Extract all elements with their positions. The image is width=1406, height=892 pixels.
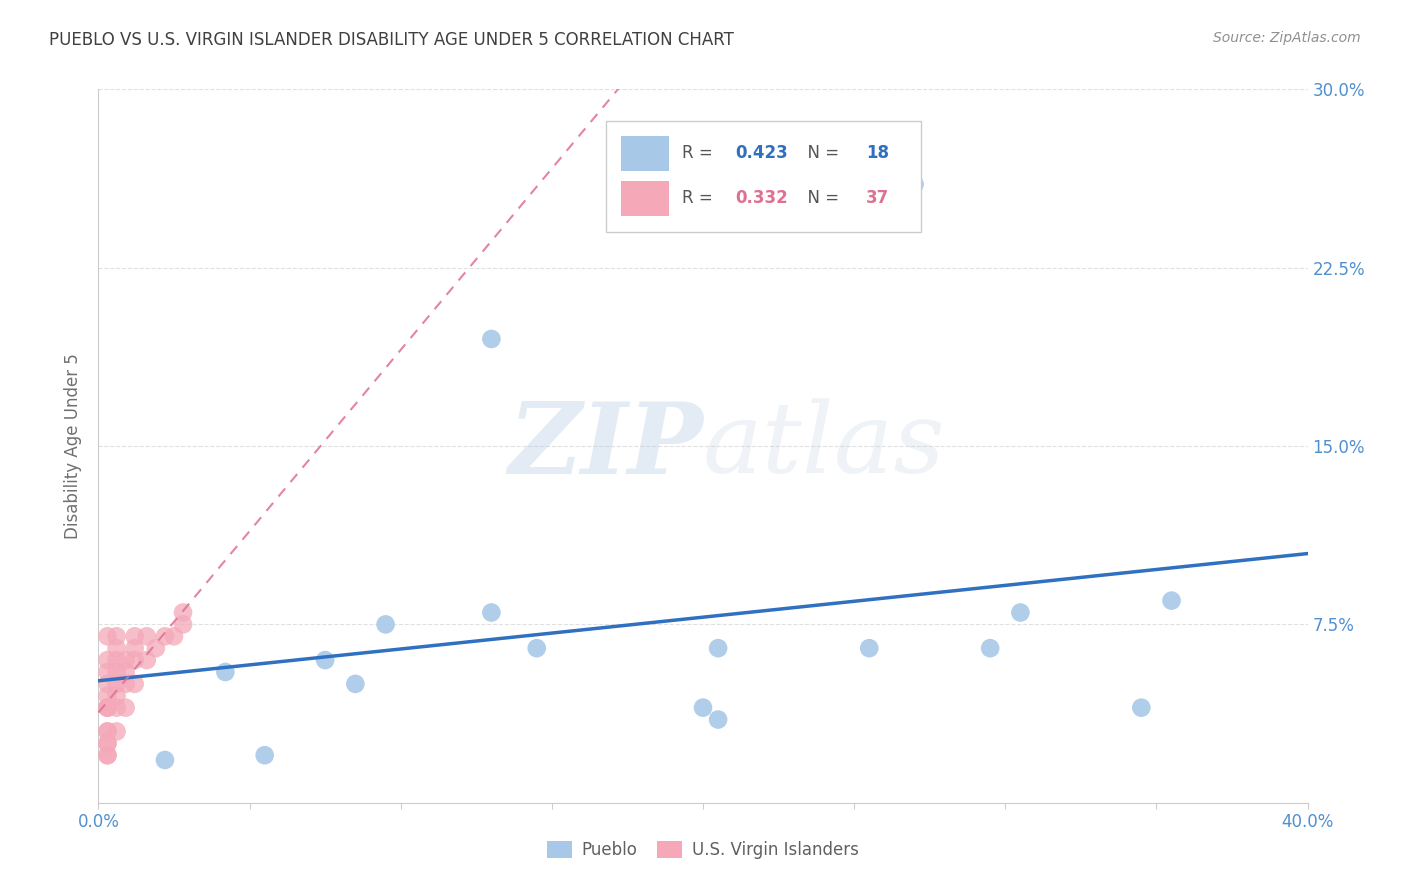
Point <box>172 617 194 632</box>
Point <box>105 629 128 643</box>
Text: 0.332: 0.332 <box>735 189 789 207</box>
Point <box>105 724 128 739</box>
Point <box>105 700 128 714</box>
Point <box>105 665 128 679</box>
Point <box>96 724 118 739</box>
Legend: Pueblo, U.S. Virgin Islanders: Pueblo, U.S. Virgin Islanders <box>540 834 866 866</box>
Point <box>1160 593 1182 607</box>
Point <box>163 629 186 643</box>
Point <box>124 629 146 643</box>
Point <box>135 629 157 643</box>
Point <box>344 677 367 691</box>
Point <box>214 665 236 679</box>
Point <box>96 689 118 703</box>
Point <box>114 677 136 691</box>
Point <box>124 641 146 656</box>
FancyBboxPatch shape <box>621 136 669 171</box>
Point <box>105 677 128 691</box>
Text: 18: 18 <box>866 145 889 162</box>
Point <box>707 713 730 727</box>
Point <box>114 700 136 714</box>
Text: ZIP: ZIP <box>508 398 703 494</box>
Point <box>105 689 128 703</box>
Text: 37: 37 <box>866 189 890 207</box>
Point <box>96 748 118 763</box>
Point <box>96 724 118 739</box>
Point <box>96 700 118 714</box>
Text: 0.423: 0.423 <box>735 145 789 162</box>
Point <box>314 653 336 667</box>
Point <box>145 641 167 656</box>
Point <box>481 332 503 346</box>
Text: Source: ZipAtlas.com: Source: ZipAtlas.com <box>1213 31 1361 45</box>
Point <box>526 641 548 656</box>
Point <box>124 677 146 691</box>
Text: N =: N = <box>797 189 845 207</box>
Point <box>96 665 118 679</box>
Point <box>114 665 136 679</box>
Text: N =: N = <box>797 145 845 162</box>
Point <box>124 653 146 667</box>
Point <box>96 736 118 750</box>
Point <box>114 653 136 667</box>
FancyBboxPatch shape <box>621 180 669 216</box>
Point <box>253 748 276 763</box>
Point <box>96 700 118 714</box>
Point <box>904 178 927 192</box>
Point <box>374 617 396 632</box>
Point <box>979 641 1001 656</box>
Point <box>105 641 128 656</box>
Point <box>481 606 503 620</box>
Point <box>96 629 118 643</box>
Point <box>1010 606 1032 620</box>
Point <box>96 700 118 714</box>
Point <box>1130 700 1153 714</box>
Point <box>135 653 157 667</box>
Point <box>692 700 714 714</box>
Text: atlas: atlas <box>703 399 946 493</box>
Point <box>96 736 118 750</box>
Point <box>858 641 880 656</box>
Text: R =: R = <box>682 189 718 207</box>
Point <box>96 653 118 667</box>
Point <box>96 748 118 763</box>
Text: PUEBLO VS U.S. VIRGIN ISLANDER DISABILITY AGE UNDER 5 CORRELATION CHART: PUEBLO VS U.S. VIRGIN ISLANDER DISABILIT… <box>49 31 734 49</box>
Point <box>153 753 176 767</box>
Point <box>105 653 128 667</box>
Point <box>96 677 118 691</box>
Point <box>172 606 194 620</box>
Y-axis label: Disability Age Under 5: Disability Age Under 5 <box>65 353 83 539</box>
FancyBboxPatch shape <box>606 121 921 232</box>
Point <box>153 629 176 643</box>
Text: R =: R = <box>682 145 718 162</box>
Point <box>707 641 730 656</box>
